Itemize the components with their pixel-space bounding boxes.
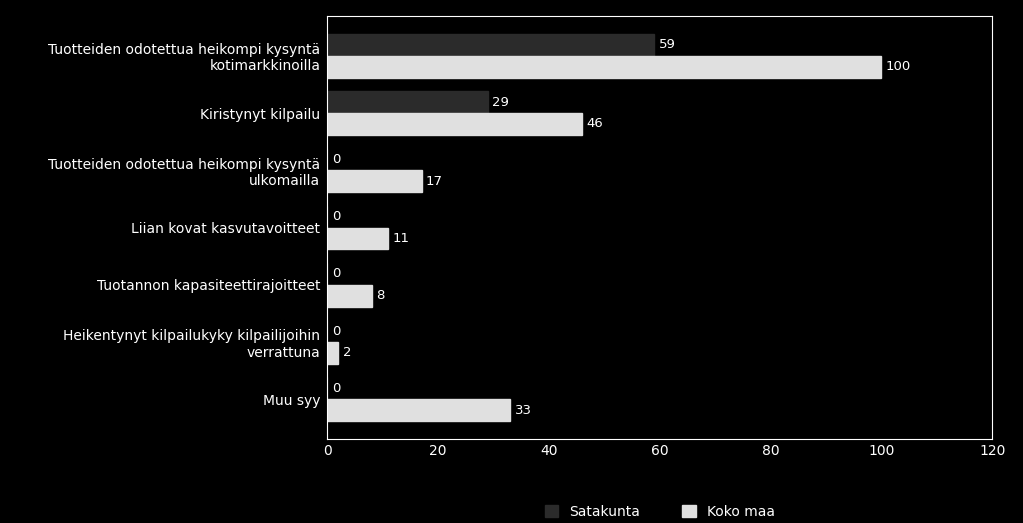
Text: 0: 0: [331, 210, 341, 223]
Bar: [327, 285, 371, 306]
Bar: [327, 342, 339, 364]
Text: 0: 0: [331, 382, 341, 395]
Text: 33: 33: [515, 404, 532, 417]
Text: 17: 17: [426, 175, 443, 188]
Bar: [327, 91, 488, 113]
Text: 59: 59: [659, 38, 675, 51]
Bar: [327, 34, 655, 56]
Text: 100: 100: [886, 60, 911, 73]
Text: 2: 2: [343, 346, 351, 359]
Text: 0: 0: [331, 153, 341, 166]
Text: 11: 11: [393, 232, 410, 245]
Text: 8: 8: [376, 289, 385, 302]
Bar: [327, 113, 582, 135]
Text: 46: 46: [586, 117, 604, 130]
Bar: [327, 170, 421, 192]
Bar: [327, 228, 389, 249]
Text: 0: 0: [331, 267, 341, 280]
Text: 29: 29: [492, 96, 509, 109]
Bar: [327, 56, 882, 77]
Legend: Satakunta, Koko maa: Satakunta, Koko maa: [538, 498, 782, 523]
Text: 0: 0: [331, 325, 341, 338]
Bar: [327, 399, 510, 421]
